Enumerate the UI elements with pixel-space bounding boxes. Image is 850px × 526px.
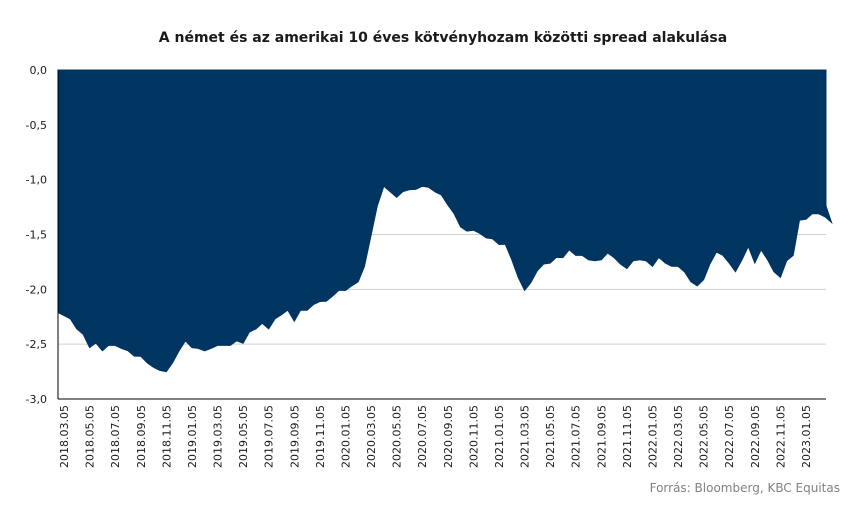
x-tick-label: 2021.01.05 bbox=[493, 405, 506, 468]
x-tick-label: 2022.07.05 bbox=[723, 405, 736, 468]
x-tick-label: 2020.01.05 bbox=[339, 405, 352, 468]
chart-title: A német és az amerikai 10 éves kötvényho… bbox=[158, 30, 728, 46]
spread-area bbox=[57, 69, 833, 373]
y-tick-label: -1,5 bbox=[26, 229, 47, 242]
x-tick-label: 2020.05.05 bbox=[391, 405, 404, 468]
x-tick-label: 2023.01.05 bbox=[800, 405, 813, 468]
x-tick-label: 2021.07.05 bbox=[570, 405, 583, 468]
y-tick-label: -2,0 bbox=[26, 283, 47, 296]
y-tick-label: -2,5 bbox=[26, 338, 47, 351]
x-tick-label: 2019.01.05 bbox=[186, 405, 199, 468]
x-tick-label: 2019.05.05 bbox=[237, 405, 250, 468]
x-tick-label: 2018.05.05 bbox=[84, 405, 97, 468]
x-tick-label: 2022.05.05 bbox=[698, 405, 711, 468]
x-tick-label: 2021.09.05 bbox=[595, 405, 608, 468]
x-tick-label: 2020.09.05 bbox=[442, 405, 455, 468]
source-note: Forrás: Bloomberg, KBC Equitas bbox=[649, 481, 840, 495]
x-tick-label: 2020.07.05 bbox=[416, 405, 429, 468]
y-tick-label: -3,0 bbox=[26, 393, 47, 406]
y-axis-ticks: 0,0 -0,5 -1,0 -1,5 -2,0 -2,5 -3,0 bbox=[26, 64, 47, 406]
x-tick-label: 2018.07.05 bbox=[109, 405, 122, 468]
axes bbox=[57, 70, 826, 400]
x-tick-label: 2018.11.05 bbox=[160, 405, 173, 468]
x-tick-label: 2020.11.05 bbox=[467, 405, 480, 468]
area-layer bbox=[57, 69, 833, 373]
x-tick-label: 2018.03.05 bbox=[58, 405, 71, 468]
x-tick-label: 2022.03.05 bbox=[672, 405, 685, 468]
x-tick-label: 2019.09.05 bbox=[288, 405, 301, 468]
x-tick-label: 2018.09.05 bbox=[135, 405, 148, 468]
x-tick-label: 2021.11.05 bbox=[621, 405, 634, 468]
x-axis-ticks: 2018.03.05 2018.05.05 2018.07.05 2018.09.05… bbox=[58, 405, 813, 468]
x-tick-label: 2020.03.05 bbox=[365, 405, 378, 468]
y-tick-label: -1,0 bbox=[26, 174, 47, 187]
x-tick-label: 2021.05.05 bbox=[544, 405, 557, 468]
x-tick-label: 2019.03.05 bbox=[212, 405, 225, 468]
x-tick-label: 2019.11.05 bbox=[314, 405, 327, 468]
y-tick-label: 0,0 bbox=[30, 64, 48, 77]
x-tick-label: 2019.07.05 bbox=[263, 405, 276, 468]
x-tick-label: 2022.11.05 bbox=[774, 405, 787, 468]
x-tick-label: 2022.01.05 bbox=[647, 405, 660, 468]
x-tick-label: 2022.09.05 bbox=[749, 405, 762, 468]
y-tick-label: -0,5 bbox=[26, 119, 47, 132]
x-tick-label: 2021.03.05 bbox=[519, 405, 532, 468]
